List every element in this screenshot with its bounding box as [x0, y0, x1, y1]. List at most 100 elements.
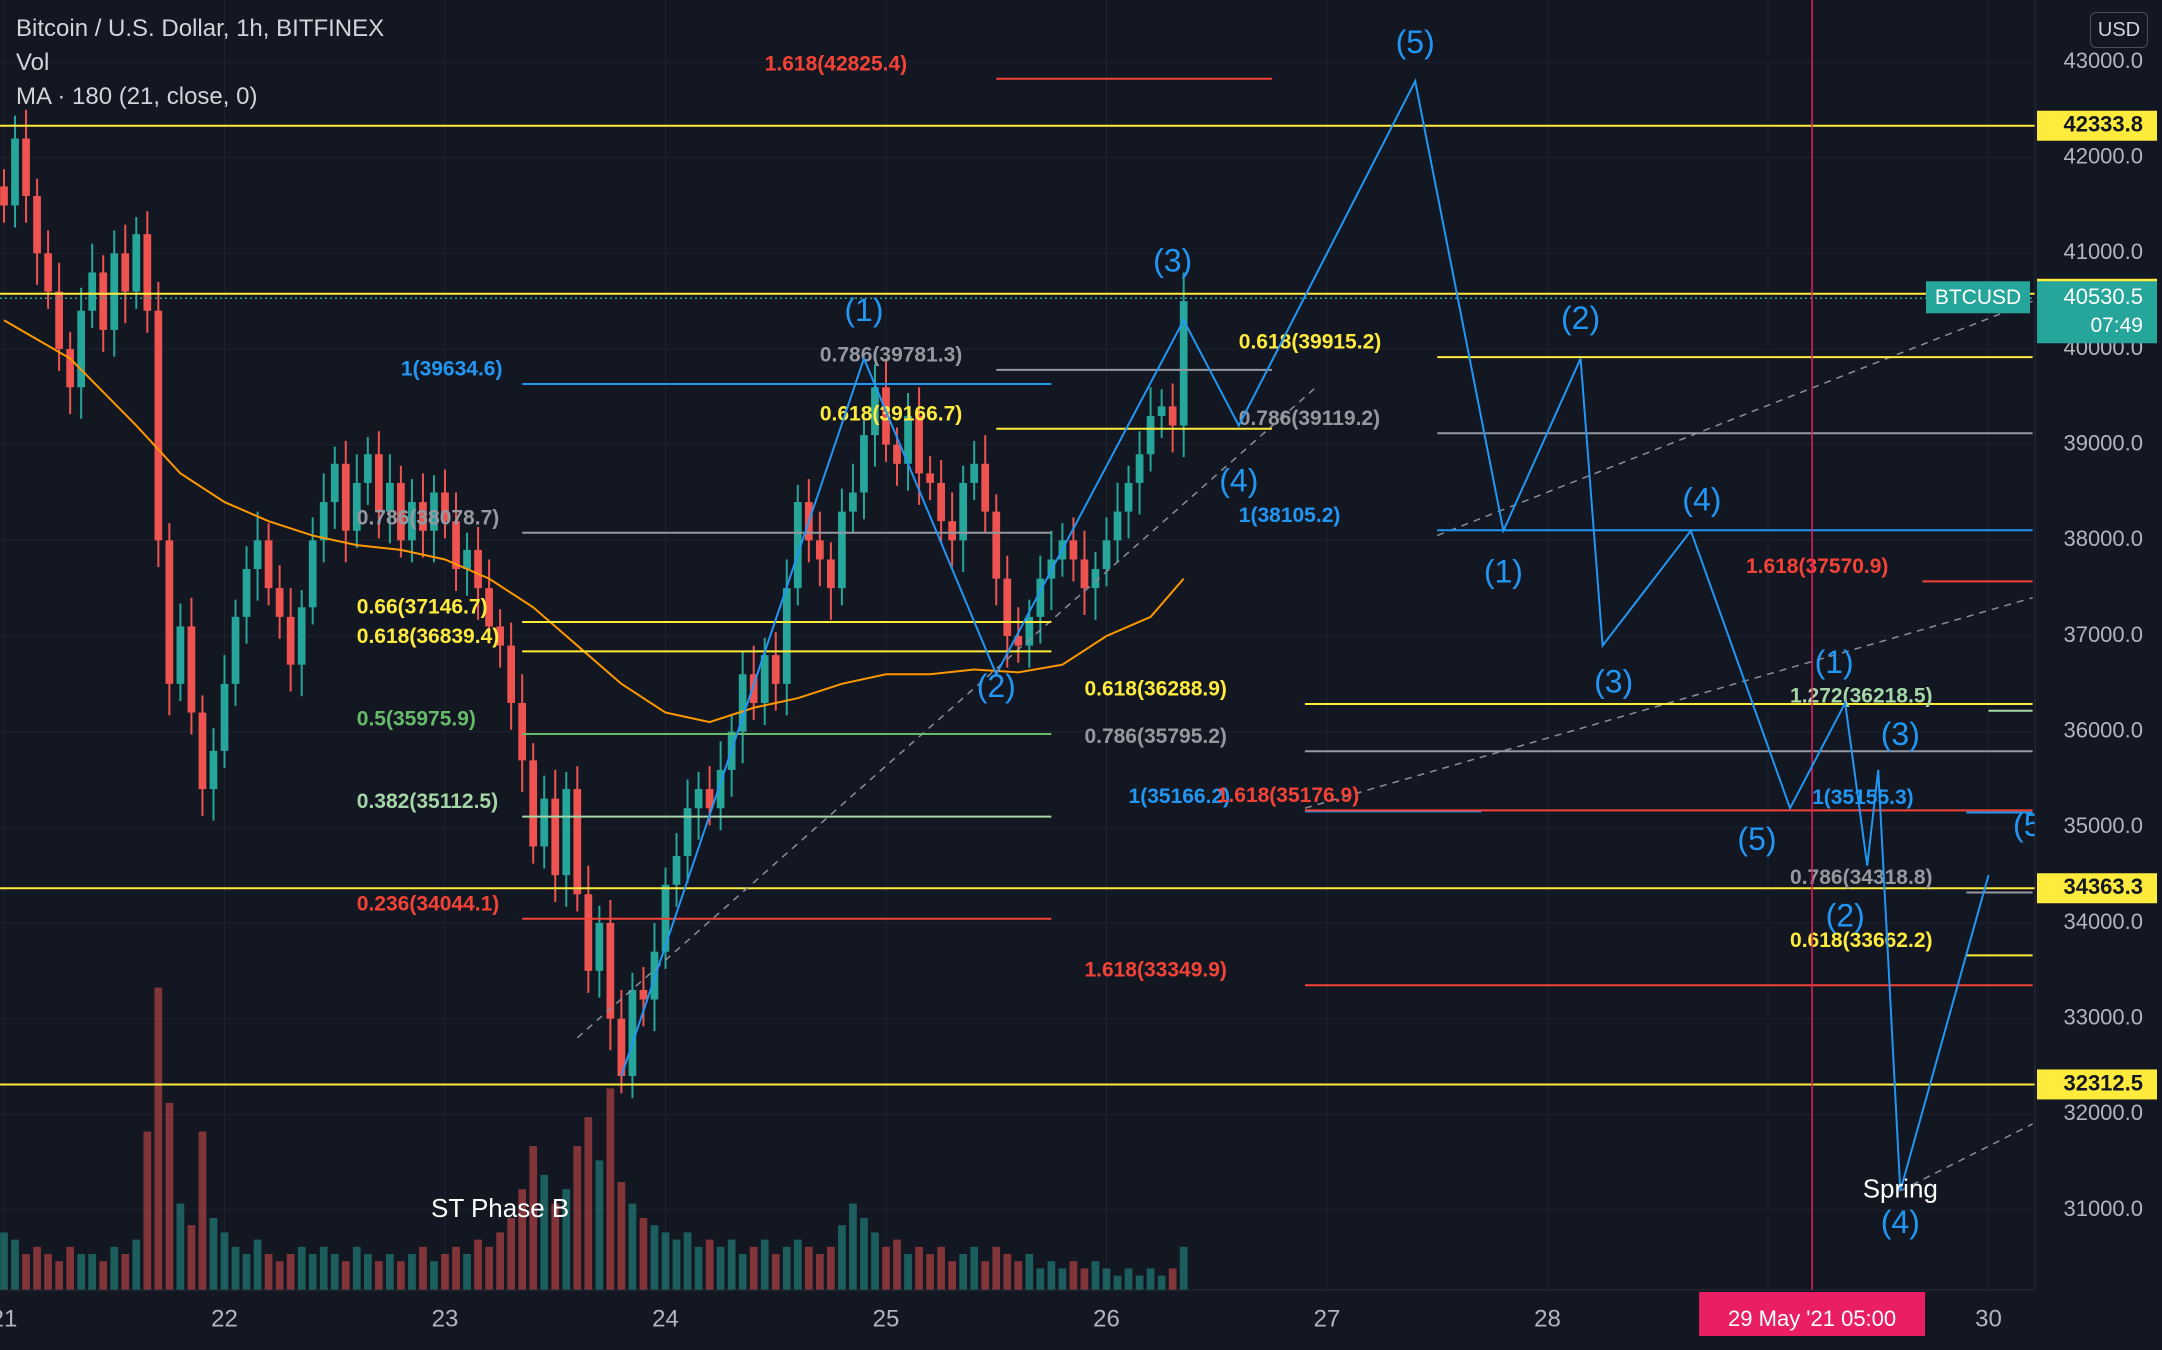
volume-bar — [1080, 1268, 1089, 1290]
price-level-badge — [2037, 873, 2157, 904]
candle-body — [374, 454, 383, 512]
volume-bar — [264, 1254, 273, 1290]
volume-bar — [760, 1239, 769, 1290]
price-tick-label: 31000.0 — [2063, 1196, 2143, 1221]
candle-body — [1069, 540, 1078, 560]
fib-level-label: 0.786(39119.2) — [1239, 407, 1380, 430]
volume-bar — [44, 1254, 52, 1290]
volume-bar — [815, 1254, 824, 1290]
crosshair-time-label: 29 May '21 05:00 — [1728, 1306, 1896, 1331]
candle-body — [22, 138, 30, 196]
candle-body — [242, 569, 251, 617]
volume-bar — [386, 1254, 394, 1290]
volume-bar — [1047, 1261, 1056, 1290]
ma-indicator-label[interactable]: MA · 180 (21, close, 0) — [16, 83, 258, 110]
candle-body — [474, 549, 482, 589]
volume-bar — [330, 1254, 339, 1290]
volume-bar — [617, 1182, 626, 1290]
volume-bar — [308, 1254, 317, 1290]
wave-label: (3) — [1594, 663, 1633, 699]
candle-body — [77, 310, 86, 388]
volume-bar — [915, 1246, 923, 1290]
candle-body — [496, 626, 504, 646]
volume-bar — [121, 1254, 130, 1290]
candle-body — [584, 894, 593, 971]
volume-bar — [893, 1239, 901, 1290]
candle-body — [198, 712, 207, 790]
volume-bar — [297, 1246, 306, 1290]
volume-bar — [1146, 1268, 1155, 1290]
time-tick-label: 25 — [873, 1305, 900, 1332]
price-level-badge-label: 32312.5 — [2063, 1070, 2143, 1095]
candle-body — [408, 502, 416, 541]
volume-bar — [1091, 1261, 1100, 1290]
candle-body — [705, 789, 714, 809]
candle-body — [529, 760, 538, 847]
candle-body — [441, 492, 449, 522]
fib-level-label: 1.618(35176.9) — [1217, 784, 1359, 807]
volume-bar — [88, 1254, 97, 1290]
candle-body — [694, 789, 703, 809]
volume-bar — [1124, 1268, 1133, 1290]
candle-body — [187, 626, 196, 713]
volume-bar — [793, 1239, 802, 1290]
volume-indicator-label[interactable]: Vol — [16, 49, 50, 76]
price-level-badge-label: 42333.8 — [2063, 112, 2143, 137]
volume-bar — [1069, 1261, 1078, 1290]
candle-body — [573, 789, 582, 895]
trend-line — [1304, 597, 2033, 809]
candle-body — [1157, 406, 1166, 416]
fib-level-label: 1.618(37570.9) — [1746, 555, 1888, 578]
symbol-title[interactable]: Bitcoin / U.S. Dollar, 1h, BITFINEX — [16, 15, 385, 42]
candle-body — [330, 463, 339, 503]
volume-bar — [1168, 1268, 1177, 1290]
candle-body — [551, 798, 560, 876]
volume-bar — [628, 1203, 637, 1290]
candle-body — [430, 492, 438, 531]
fib-level-label: 0.5(35975.9) — [357, 708, 476, 731]
candle-body — [253, 540, 262, 570]
volume-bar — [220, 1232, 229, 1290]
volume-bar — [639, 1218, 648, 1290]
volume-bar — [1025, 1254, 1034, 1290]
candle-body — [165, 540, 174, 684]
volume-bar — [352, 1246, 361, 1290]
candle-body — [220, 683, 229, 751]
price-tick-label: 41000.0 — [2063, 239, 2143, 264]
volume-bar — [452, 1246, 460, 1290]
fib-level-label: 0.236(34044.1) — [357, 892, 499, 915]
candle-body — [992, 511, 1001, 579]
candle-body — [959, 482, 968, 541]
wave-label: (5) — [1396, 24, 1435, 60]
volume-bar — [650, 1225, 659, 1290]
candle-body — [815, 540, 824, 560]
price-tick-label: 34000.0 — [2063, 909, 2143, 934]
candle-body — [628, 989, 637, 1077]
volume-bar — [959, 1254, 968, 1290]
candle-body — [308, 540, 317, 608]
candle-body — [176, 626, 185, 684]
candle-body — [1168, 406, 1177, 426]
volume-bar — [99, 1261, 108, 1290]
volume-bar — [231, 1246, 240, 1290]
candle-body — [264, 540, 273, 589]
wave-label: (2) — [977, 668, 1016, 704]
candle-body — [1146, 415, 1155, 455]
candle-body — [1025, 616, 1034, 646]
time-tick-label: 30 — [1975, 1305, 2002, 1332]
candle-body — [1179, 301, 1188, 426]
volume-bar — [1157, 1275, 1166, 1290]
fib-level-label: 0.618(39915.2) — [1239, 331, 1381, 354]
currency-button[interactable]: USD — [2090, 12, 2148, 48]
fib-level-label: 1.618(33349.9) — [1084, 959, 1226, 982]
candle-body — [639, 989, 648, 1000]
candle-body — [275, 588, 284, 617]
price-tick-label: 32000.0 — [2063, 1100, 2143, 1125]
volume-bar — [871, 1232, 879, 1290]
candle-body — [595, 923, 604, 971]
trend-line — [576, 386, 1317, 1039]
candle-body — [562, 789, 571, 876]
candle-body — [793, 502, 802, 589]
